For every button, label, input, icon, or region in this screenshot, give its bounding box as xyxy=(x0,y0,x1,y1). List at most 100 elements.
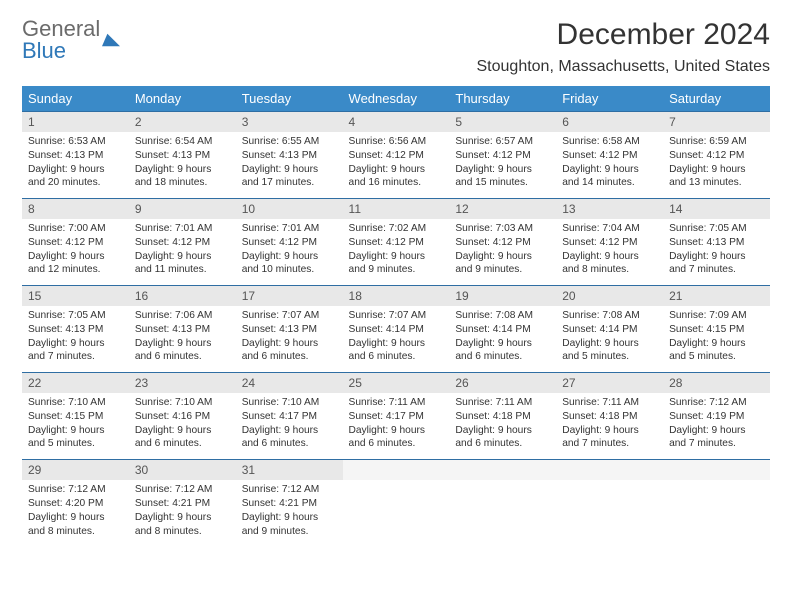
logo-word-2: Blue xyxy=(22,40,100,62)
day-details: Sunrise: 6:57 AMSunset: 4:12 PMDaylight:… xyxy=(449,132,556,198)
day-details: Sunrise: 7:07 AMSunset: 4:13 PMDaylight:… xyxy=(236,306,343,372)
calendar-cell xyxy=(663,460,770,547)
calendar-cell: 17Sunrise: 7:07 AMSunset: 4:13 PMDayligh… xyxy=(236,286,343,373)
header: General Blue December 2024 Stoughton, Ma… xyxy=(22,18,770,84)
calendar-cell: 5Sunrise: 6:57 AMSunset: 4:12 PMDaylight… xyxy=(449,112,556,199)
day-header: Tuesday xyxy=(236,86,343,112)
day-details: Sunrise: 6:54 AMSunset: 4:13 PMDaylight:… xyxy=(129,132,236,198)
calendar-week-row: 15Sunrise: 7:05 AMSunset: 4:13 PMDayligh… xyxy=(22,286,770,373)
day-number xyxy=(343,460,450,480)
day-details: Sunrise: 7:02 AMSunset: 4:12 PMDaylight:… xyxy=(343,219,450,285)
day-details: Sunrise: 7:01 AMSunset: 4:12 PMDaylight:… xyxy=(236,219,343,285)
day-details: Sunrise: 7:05 AMSunset: 4:13 PMDaylight:… xyxy=(663,219,770,285)
calendar-cell: 7Sunrise: 6:59 AMSunset: 4:12 PMDaylight… xyxy=(663,112,770,199)
month-title: December 2024 xyxy=(477,18,771,52)
day-number: 14 xyxy=(663,199,770,219)
calendar-cell: 27Sunrise: 7:11 AMSunset: 4:18 PMDayligh… xyxy=(556,373,663,460)
day-number: 29 xyxy=(22,460,129,480)
calendar-cell: 3Sunrise: 6:55 AMSunset: 4:13 PMDaylight… xyxy=(236,112,343,199)
calendar-cell: 10Sunrise: 7:01 AMSunset: 4:12 PMDayligh… xyxy=(236,199,343,286)
day-number: 25 xyxy=(343,373,450,393)
calendar-table: SundayMondayTuesdayWednesdayThursdayFrid… xyxy=(22,86,770,546)
calendar-cell: 18Sunrise: 7:07 AMSunset: 4:14 PMDayligh… xyxy=(343,286,450,373)
calendar-week-row: 29Sunrise: 7:12 AMSunset: 4:20 PMDayligh… xyxy=(22,460,770,547)
day-details: Sunrise: 7:06 AMSunset: 4:13 PMDaylight:… xyxy=(129,306,236,372)
calendar-cell: 19Sunrise: 7:08 AMSunset: 4:14 PMDayligh… xyxy=(449,286,556,373)
calendar-cell: 2Sunrise: 6:54 AMSunset: 4:13 PMDaylight… xyxy=(129,112,236,199)
day-number: 22 xyxy=(22,373,129,393)
day-number: 9 xyxy=(129,199,236,219)
day-details: Sunrise: 7:09 AMSunset: 4:15 PMDaylight:… xyxy=(663,306,770,372)
day-details: Sunrise: 7:11 AMSunset: 4:18 PMDaylight:… xyxy=(449,393,556,459)
day-number xyxy=(556,460,663,480)
day-details: Sunrise: 7:08 AMSunset: 4:14 PMDaylight:… xyxy=(449,306,556,372)
calendar-cell: 4Sunrise: 6:56 AMSunset: 4:12 PMDaylight… xyxy=(343,112,450,199)
day-details: Sunrise: 6:56 AMSunset: 4:12 PMDaylight:… xyxy=(343,132,450,198)
calendar-cell: 11Sunrise: 7:02 AMSunset: 4:12 PMDayligh… xyxy=(343,199,450,286)
day-details: Sunrise: 7:11 AMSunset: 4:17 PMDaylight:… xyxy=(343,393,450,459)
calendar-cell: 9Sunrise: 7:01 AMSunset: 4:12 PMDaylight… xyxy=(129,199,236,286)
day-details: Sunrise: 6:55 AMSunset: 4:13 PMDaylight:… xyxy=(236,132,343,198)
day-number: 7 xyxy=(663,112,770,132)
calendar-cell: 23Sunrise: 7:10 AMSunset: 4:16 PMDayligh… xyxy=(129,373,236,460)
day-number: 24 xyxy=(236,373,343,393)
calendar-cell: 12Sunrise: 7:03 AMSunset: 4:12 PMDayligh… xyxy=(449,199,556,286)
calendar-cell: 29Sunrise: 7:12 AMSunset: 4:20 PMDayligh… xyxy=(22,460,129,547)
day-number: 5 xyxy=(449,112,556,132)
day-details: Sunrise: 7:05 AMSunset: 4:13 PMDaylight:… xyxy=(22,306,129,372)
day-header: Sunday xyxy=(22,86,129,112)
calendar-cell: 26Sunrise: 7:11 AMSunset: 4:18 PMDayligh… xyxy=(449,373,556,460)
calendar-cell: 1Sunrise: 6:53 AMSunset: 4:13 PMDaylight… xyxy=(22,112,129,199)
day-number: 23 xyxy=(129,373,236,393)
calendar-week-row: 8Sunrise: 7:00 AMSunset: 4:12 PMDaylight… xyxy=(22,199,770,286)
day-details: Sunrise: 7:10 AMSunset: 4:15 PMDaylight:… xyxy=(22,393,129,459)
calendar-cell: 28Sunrise: 7:12 AMSunset: 4:19 PMDayligh… xyxy=(663,373,770,460)
calendar-cell xyxy=(556,460,663,547)
day-number: 8 xyxy=(22,199,129,219)
day-number: 4 xyxy=(343,112,450,132)
day-details: Sunrise: 6:53 AMSunset: 4:13 PMDaylight:… xyxy=(22,132,129,198)
day-header: Wednesday xyxy=(343,86,450,112)
calendar-cell: 20Sunrise: 7:08 AMSunset: 4:14 PMDayligh… xyxy=(556,286,663,373)
day-number: 3 xyxy=(236,112,343,132)
day-header: Friday xyxy=(556,86,663,112)
calendar-cell: 21Sunrise: 7:09 AMSunset: 4:15 PMDayligh… xyxy=(663,286,770,373)
calendar-cell: 14Sunrise: 7:05 AMSunset: 4:13 PMDayligh… xyxy=(663,199,770,286)
calendar-cell xyxy=(343,460,450,547)
day-number: 10 xyxy=(236,199,343,219)
calendar-cell: 30Sunrise: 7:12 AMSunset: 4:21 PMDayligh… xyxy=(129,460,236,547)
day-header: Monday xyxy=(129,86,236,112)
logo: General Blue xyxy=(22,18,120,62)
day-details: Sunrise: 7:11 AMSunset: 4:18 PMDaylight:… xyxy=(556,393,663,459)
day-details: Sunrise: 7:01 AMSunset: 4:12 PMDaylight:… xyxy=(129,219,236,285)
calendar-cell: 24Sunrise: 7:10 AMSunset: 4:17 PMDayligh… xyxy=(236,373,343,460)
day-number: 19 xyxy=(449,286,556,306)
day-number xyxy=(449,460,556,480)
day-number: 18 xyxy=(343,286,450,306)
day-details: Sunrise: 7:12 AMSunset: 4:21 PMDaylight:… xyxy=(129,480,236,546)
calendar-cell: 6Sunrise: 6:58 AMSunset: 4:12 PMDaylight… xyxy=(556,112,663,199)
day-number xyxy=(663,460,770,480)
day-header-row: SundayMondayTuesdayWednesdayThursdayFrid… xyxy=(22,86,770,112)
logo-text: General Blue xyxy=(22,18,100,62)
day-number: 30 xyxy=(129,460,236,480)
day-number: 13 xyxy=(556,199,663,219)
day-number: 28 xyxy=(663,373,770,393)
day-details: Sunrise: 7:12 AMSunset: 4:19 PMDaylight:… xyxy=(663,393,770,459)
calendar-cell: 25Sunrise: 7:11 AMSunset: 4:17 PMDayligh… xyxy=(343,373,450,460)
calendar-cell: 13Sunrise: 7:04 AMSunset: 4:12 PMDayligh… xyxy=(556,199,663,286)
calendar-cell: 8Sunrise: 7:00 AMSunset: 4:12 PMDaylight… xyxy=(22,199,129,286)
day-number: 1 xyxy=(22,112,129,132)
day-details: Sunrise: 7:00 AMSunset: 4:12 PMDaylight:… xyxy=(22,219,129,285)
day-number: 16 xyxy=(129,286,236,306)
location: Stoughton, Massachusetts, United States xyxy=(477,58,771,76)
day-details: Sunrise: 7:12 AMSunset: 4:20 PMDaylight:… xyxy=(22,480,129,546)
day-number: 31 xyxy=(236,460,343,480)
calendar-cell: 31Sunrise: 7:12 AMSunset: 4:21 PMDayligh… xyxy=(236,460,343,547)
day-details: Sunrise: 6:58 AMSunset: 4:12 PMDaylight:… xyxy=(556,132,663,198)
day-details: Sunrise: 7:10 AMSunset: 4:17 PMDaylight:… xyxy=(236,393,343,459)
day-details: Sunrise: 7:03 AMSunset: 4:12 PMDaylight:… xyxy=(449,219,556,285)
title-block: December 2024 Stoughton, Massachusetts, … xyxy=(477,18,771,84)
day-number: 2 xyxy=(129,112,236,132)
day-number: 27 xyxy=(556,373,663,393)
